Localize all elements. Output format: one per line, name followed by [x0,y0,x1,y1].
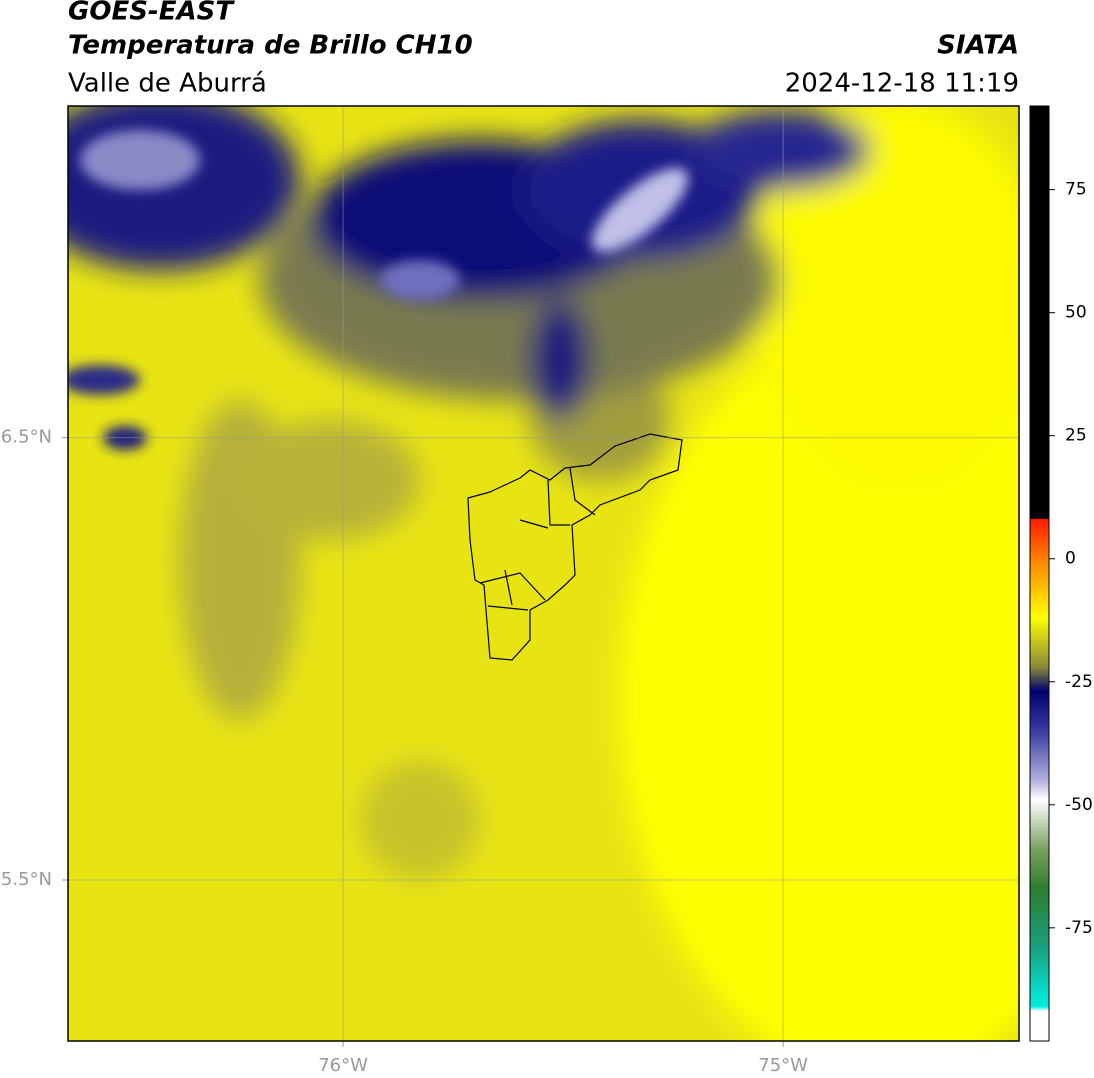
x-tick-label: 76°W [318,1055,368,1076]
colorbar-tick-label: 25 [1065,426,1087,446]
region: Valle de Aburrá [68,69,267,99]
colorbar-tick-label: -50 [1065,795,1093,815]
map-field [68,106,1019,1041]
municipal-boundaries [467,433,683,661]
colorbar-tick-label: -75 [1065,918,1093,938]
y-tick-label: 6.5°N [1,427,52,448]
map-frame [67,105,1020,1042]
colorbar-tick-label: 50 [1065,303,1087,323]
title: GOES-EAST [68,0,235,27]
x-tick-label: 75°W [758,1055,808,1076]
colorbar-tick-label: 0 [1065,549,1076,569]
source: SIATA [937,31,1019,61]
datetime: 2024-12-18 11:19 [785,69,1019,99]
colorbar-tick-label: 75 [1065,180,1087,200]
subtitle: Temperatura de Brillo CH10 [68,31,473,61]
colorbar-tick-label: -25 [1065,672,1093,692]
y-tick-label: 5.5°N [1,869,52,890]
colorbar [1029,105,1050,1042]
